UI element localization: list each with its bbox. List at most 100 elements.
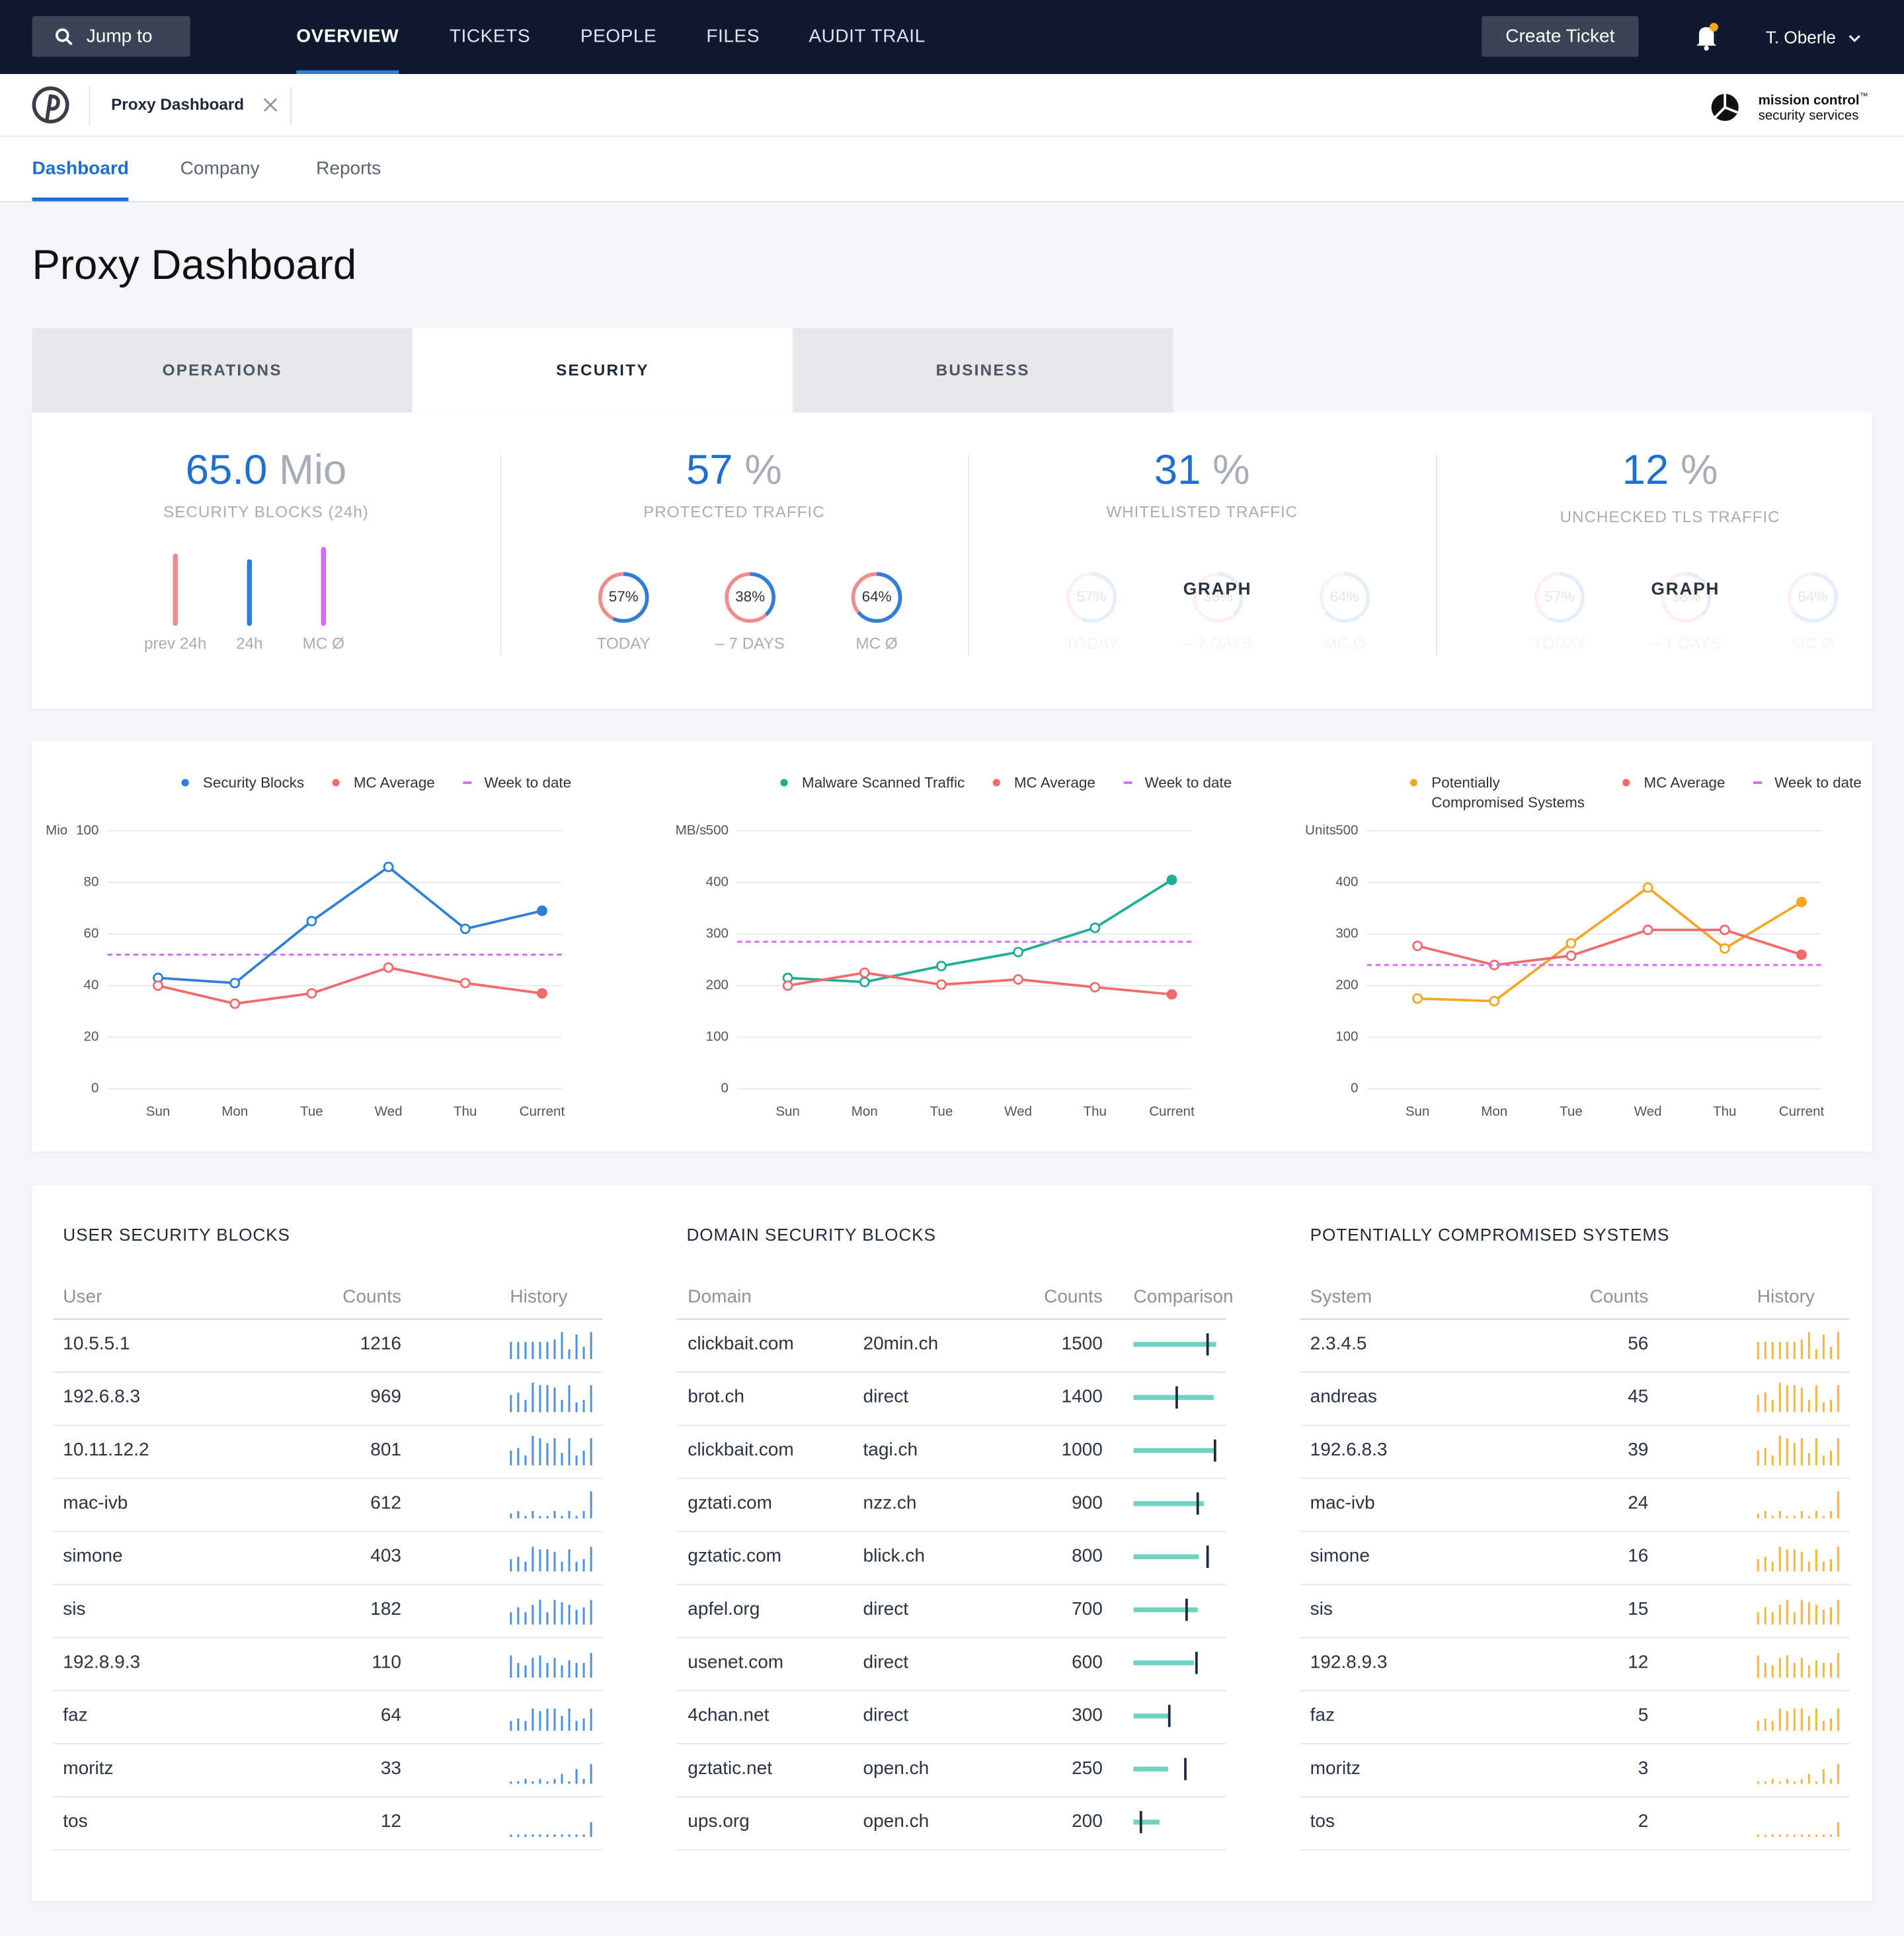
gauge-track xyxy=(1066,572,1117,623)
close-icon[interactable] xyxy=(263,98,278,112)
spark-bar xyxy=(510,1513,512,1519)
point xyxy=(1566,950,1577,961)
row-line xyxy=(1300,1477,1850,1479)
spark-bar xyxy=(1778,1605,1781,1625)
row-line xyxy=(676,1477,1226,1479)
point xyxy=(782,980,793,991)
column-header: Counts xyxy=(1044,1286,1103,1307)
kpi-caption: WHITELISTED TRAFFIC xyxy=(1106,502,1298,522)
tab[interactable]: SECURITY xyxy=(412,328,793,412)
tab[interactable]: BUSINESS xyxy=(793,328,1173,412)
spark-bar xyxy=(590,1822,592,1838)
row-line xyxy=(1300,1849,1850,1851)
create-ticket-button[interactable]: Create Ticket xyxy=(1482,16,1639,57)
spark-bar xyxy=(582,1834,585,1838)
sparkline xyxy=(510,1708,592,1731)
spark-bar xyxy=(517,1781,520,1784)
kpi-number: 65.0 xyxy=(185,447,268,494)
nav-item[interactable]: TICKETS xyxy=(449,26,531,47)
kpi-caption: UNCHECKED TLS TRAFFIC xyxy=(1560,507,1780,526)
search-box[interactable]: Jump to xyxy=(32,16,190,57)
spark-bar xyxy=(1786,1549,1788,1572)
spark-bar xyxy=(590,1385,592,1413)
bell-icon[interactable] xyxy=(1694,22,1721,52)
legend-label: Week to date xyxy=(484,774,572,792)
gauge-arc xyxy=(1319,572,1370,623)
spark-bar xyxy=(575,1561,578,1572)
point xyxy=(1642,882,1653,893)
kpi-caption: SECURITY BLOCKS (24h) xyxy=(163,502,369,522)
nav-item[interactable]: PEOPLE xyxy=(580,26,657,47)
workspace-tab[interactable]: Proxy Dashboard xyxy=(111,95,245,114)
spark-bar xyxy=(510,1395,512,1413)
comparison xyxy=(1133,1545,1209,1568)
legend-label: Malware Scanned Traffic xyxy=(801,774,965,792)
row-line xyxy=(676,1372,1226,1373)
user-menu[interactable]: T. Oberle xyxy=(1766,0,1860,74)
spark-bar xyxy=(561,1716,563,1731)
spark-bar xyxy=(1807,1716,1810,1731)
charts-card: Security Blocks MC Average Week to date Mio… xyxy=(32,740,1872,1152)
y-tick-label: 60 xyxy=(84,926,99,941)
spark-bar xyxy=(1837,1491,1839,1519)
gauge-arc xyxy=(598,572,649,623)
point xyxy=(1412,941,1423,951)
spark-bar xyxy=(575,1334,578,1360)
tab[interactable]: OPERATIONS xyxy=(32,328,413,412)
legend-label: Potentially Compromised Systems xyxy=(1431,774,1585,812)
comparison-bar xyxy=(1133,1342,1216,1347)
spark-bar xyxy=(532,1781,534,1784)
x-tick-label: Wed xyxy=(1634,1104,1662,1119)
gauge-arc xyxy=(1066,572,1117,623)
spark-bar xyxy=(1757,1559,1759,1572)
sub-nav-item[interactable]: Dashboard xyxy=(32,137,129,202)
nav-item[interactable]: AUDIT TRAIL xyxy=(809,26,926,47)
gauges: 57% TODAY 38% – 7 DAYS 64% MC Ø xyxy=(1532,572,1839,652)
spark-bar xyxy=(1778,1511,1781,1519)
spark-bar xyxy=(1778,1781,1781,1784)
spark-bar xyxy=(532,1342,534,1360)
spark-bar xyxy=(1822,1561,1825,1572)
series-line xyxy=(1417,886,1802,1003)
spark-bar xyxy=(532,1436,534,1465)
row-line xyxy=(53,1796,603,1798)
name: 2.3.4.5 xyxy=(1310,1333,1367,1354)
nav-item[interactable]: FILES xyxy=(706,26,760,47)
legend-label: Week to date xyxy=(1774,774,1862,792)
domain: usenet.com xyxy=(688,1651,784,1673)
count: 33 xyxy=(380,1758,402,1779)
name: sis xyxy=(1310,1598,1333,1620)
spark-bar xyxy=(539,1385,541,1413)
series-line xyxy=(1417,928,1802,966)
row-line xyxy=(676,1689,1226,1691)
spark-bar xyxy=(1829,1718,1832,1731)
sub-nav-item[interactable]: Reports xyxy=(316,158,381,179)
nav-item[interactable]: OVERVIEW xyxy=(296,0,399,75)
sub-nav-item[interactable]: Company xyxy=(180,158,260,179)
spark-bar xyxy=(1771,1455,1774,1465)
tables-card: USER SECURITY BLOCKS User Counts History 10.… xyxy=(32,1184,1872,1902)
row-line xyxy=(1300,1530,1850,1532)
spark-bar xyxy=(1800,1339,1803,1360)
spark-bar xyxy=(524,1399,527,1413)
sparkline xyxy=(1757,1652,1839,1678)
y-tick-label: 0 xyxy=(1351,1081,1358,1096)
spark-bar xyxy=(553,1551,556,1572)
table: POTENTIALLY COMPROMISED SYSTEMS System Cou… xyxy=(1300,1185,1850,1901)
name: faz xyxy=(1310,1705,1335,1726)
row-line xyxy=(676,1530,1226,1532)
spark-bar xyxy=(546,1342,549,1360)
spark-bar xyxy=(582,1662,585,1678)
point xyxy=(1719,924,1730,935)
spark-bar xyxy=(1829,1346,1832,1360)
spark-bar xyxy=(1793,1781,1796,1784)
sparkline xyxy=(510,1547,592,1572)
point xyxy=(859,967,870,978)
series-line xyxy=(787,971,1172,996)
spark-bar xyxy=(532,1382,534,1413)
gauge-track xyxy=(1193,572,1244,623)
brand-tm: ™ xyxy=(1859,93,1868,102)
domain: gztatic.com xyxy=(688,1545,781,1567)
name: sis xyxy=(63,1598,86,1620)
spark-bar xyxy=(553,1387,556,1413)
